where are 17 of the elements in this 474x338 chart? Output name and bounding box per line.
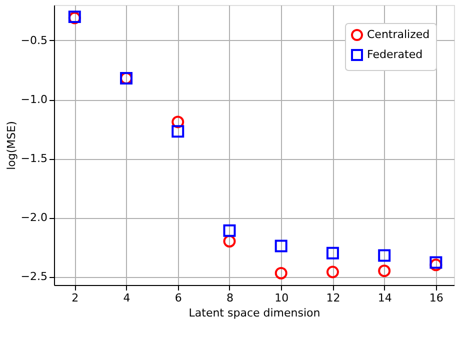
x-tick-label: 8 <box>226 292 234 304</box>
y-tick-label: −1.5 <box>20 152 48 166</box>
y-tick-label: −2.5 <box>20 270 48 284</box>
y-axis-title: log(MSE) <box>4 121 18 170</box>
x-tick-label: 4 <box>123 292 130 304</box>
x-tick-label: 12 <box>326 292 340 304</box>
x-axis-title: Latent space dimension <box>188 306 320 320</box>
y-tick-label: −0.5 <box>20 34 48 47</box>
legend-label: Federated <box>367 48 423 61</box>
x-tick-label: 10 <box>274 292 289 304</box>
x-tick-label: 16 <box>429 292 444 304</box>
x-tick-label: 6 <box>174 292 182 304</box>
x-tick-label: 2 <box>72 292 79 304</box>
legend-label: Centralized <box>367 28 430 41</box>
x-tick-label: 14 <box>378 292 392 304</box>
y-tick-label: −1.0 <box>20 93 48 106</box>
y-tick-label: −2.0 <box>20 211 48 224</box>
